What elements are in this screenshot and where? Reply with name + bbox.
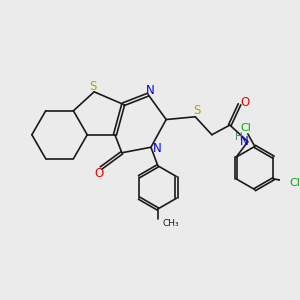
Text: N: N	[240, 135, 249, 148]
Text: O: O	[94, 167, 104, 180]
Text: O: O	[241, 96, 250, 109]
Text: CH₃: CH₃	[162, 219, 178, 228]
Text: H: H	[235, 132, 243, 142]
Text: Cl: Cl	[240, 123, 251, 134]
Text: S: S	[89, 80, 97, 93]
Text: Cl: Cl	[290, 178, 300, 188]
Text: N: N	[153, 142, 161, 155]
Text: N: N	[146, 84, 155, 97]
Text: S: S	[193, 104, 200, 117]
